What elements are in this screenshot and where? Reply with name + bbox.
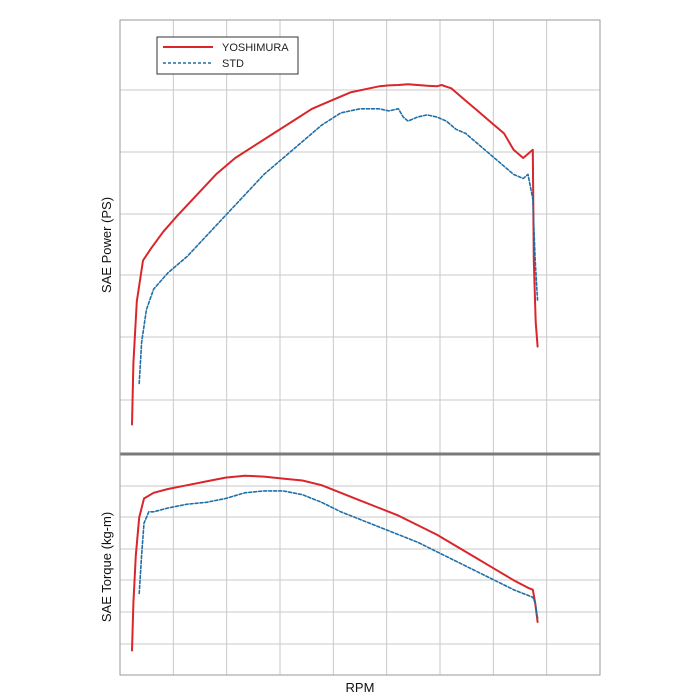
torque-std-series-line xyxy=(138,490,539,620)
legend-box xyxy=(156,36,299,75)
x-axis-label: RPM xyxy=(346,680,375,695)
torque-axis-label: SAE Torque (kg-m) xyxy=(99,512,114,622)
legend-yoshimura-label: YOSHIMURA xyxy=(222,42,289,54)
plot-frame xyxy=(119,19,601,676)
series-layer xyxy=(131,83,539,652)
torque-yoshimura-series-line xyxy=(131,474,539,652)
power-std-series-line xyxy=(138,108,539,385)
power-axis-label: SAE Power (PS) xyxy=(99,197,114,293)
power-yoshimura-series-line xyxy=(131,83,539,426)
legend: YOSHIMURA STD xyxy=(156,36,299,75)
legend-std-label: STD xyxy=(222,58,244,70)
